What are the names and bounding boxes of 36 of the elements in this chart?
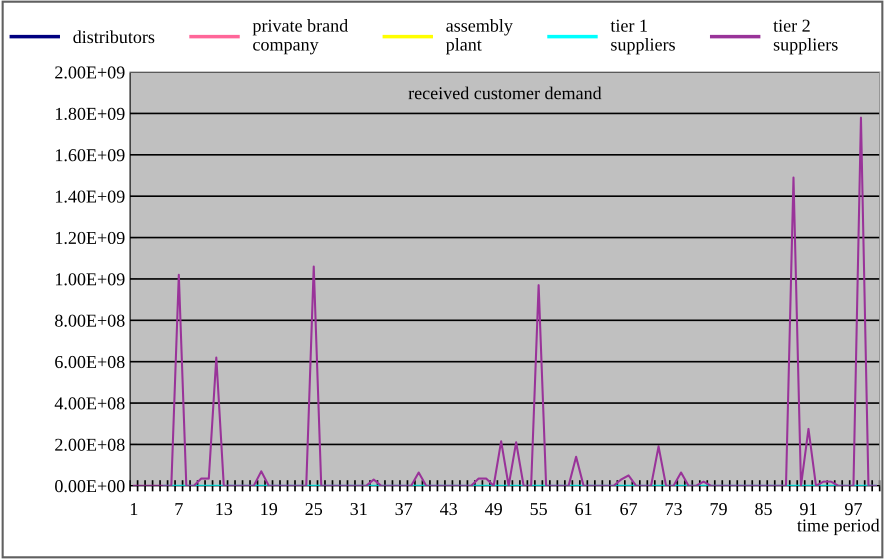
- x-tick-label: 91: [800, 503, 816, 516]
- y-tick-label: 0.00E+00: [55, 480, 125, 492]
- y-tick-label: 1.80E+09: [56, 108, 124, 120]
- x-tick-label: 49: [484, 503, 502, 516]
- x-tick-label: 19: [261, 503, 278, 516]
- legend-label: tier 2 suppliers: [773, 20, 838, 54]
- legend-label: distributors: [73, 30, 154, 44]
- x-tick-label: 55: [530, 503, 547, 516]
- y-tick-label: 1.20E+09: [56, 232, 124, 244]
- x-tick-label: 25: [306, 503, 322, 516]
- x-tick-label: 31: [350, 503, 367, 516]
- x-axis-title: time period: [797, 518, 880, 536]
- legend-label: private brand company: [252, 19, 348, 54]
- x-tick-label: 97: [845, 503, 862, 516]
- x-tick-label: 73: [666, 503, 682, 516]
- legend-label: tier 1 suppliers: [610, 20, 675, 54]
- y-tick-label: 1.60E+09: [56, 149, 124, 162]
- x-tick-label: 85: [755, 502, 772, 516]
- y-tick-label: 1.00E+09: [56, 273, 124, 286]
- x-tick-label: 7: [175, 503, 183, 515]
- y-tick-label: 2.00E+09: [55, 66, 124, 79]
- x-tick-label: 79: [710, 503, 727, 516]
- x-tick-label: 37: [396, 503, 412, 516]
- x-tick-label: 61: [575, 503, 592, 516]
- y-tick-label: 2.00E+08: [55, 438, 125, 451]
- y-tick-label: 4.00E+08: [54, 397, 125, 410]
- y-tick-label: 8.00E+08: [55, 314, 125, 327]
- y-tick-label: 6.00E+08: [55, 356, 125, 368]
- x-tick-label: 13: [216, 503, 232, 516]
- line-series: [132, 116, 877, 486]
- x-tick-label: 1: [130, 503, 138, 515]
- x-tick-label: 67: [620, 503, 638, 516]
- x-tick-label: 43: [440, 503, 457, 516]
- y-tick-label: 1.40E+09: [56, 190, 124, 203]
- legend-label: assembly plant: [446, 19, 513, 54]
- text: received customer demand: [408, 86, 602, 100]
